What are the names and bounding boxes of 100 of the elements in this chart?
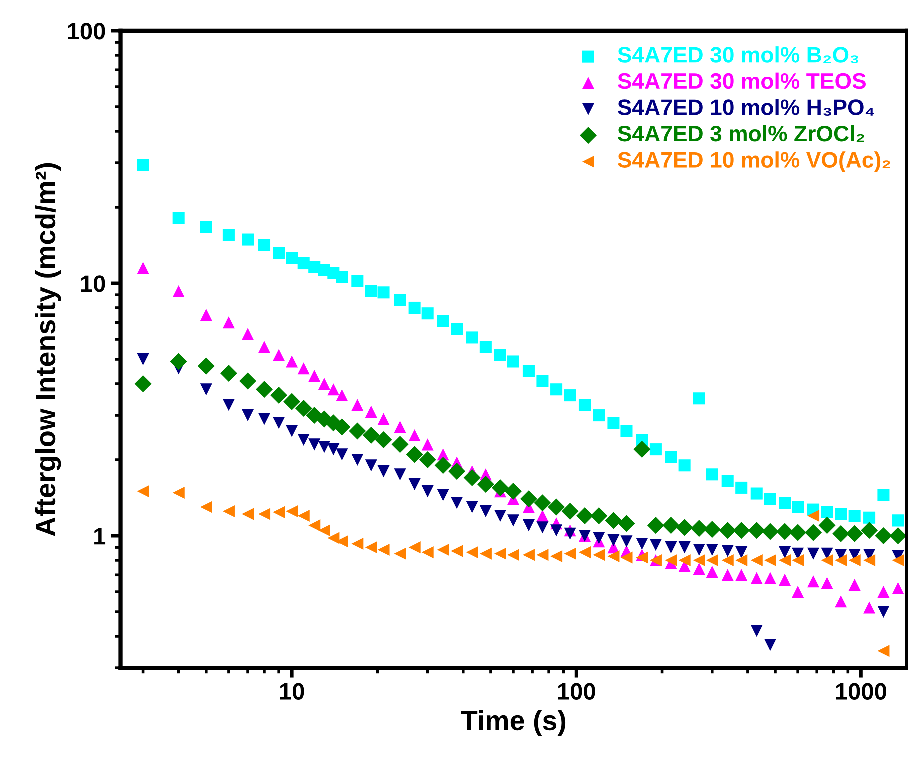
point <box>792 501 804 514</box>
x-tick-label: 100 <box>558 683 596 700</box>
point <box>706 544 718 556</box>
point <box>494 510 506 522</box>
point <box>650 539 662 552</box>
point <box>365 460 378 472</box>
point <box>406 446 424 464</box>
point <box>706 468 718 481</box>
point <box>451 497 464 510</box>
point <box>676 519 694 536</box>
point <box>750 572 763 584</box>
point <box>848 510 861 522</box>
point <box>507 356 520 368</box>
point <box>336 390 348 402</box>
point <box>466 501 478 514</box>
point <box>722 475 734 488</box>
point <box>764 554 776 567</box>
point <box>620 425 633 438</box>
point <box>792 554 804 567</box>
point <box>352 399 364 412</box>
point <box>422 486 434 498</box>
x-tick-label: 1000 <box>836 683 886 700</box>
point <box>394 421 406 434</box>
point <box>750 554 763 567</box>
point <box>576 508 594 525</box>
x-tick-label: 10 <box>280 683 304 700</box>
point <box>352 275 364 288</box>
y-axis-title: Afterglow Intensity (mcd/m²) <box>35 163 62 536</box>
point <box>534 494 552 512</box>
point <box>422 438 434 451</box>
point <box>434 457 452 474</box>
point <box>620 536 633 548</box>
point <box>352 538 364 550</box>
legend-label: S4A7ED 30 mol% TEOS <box>618 72 866 90</box>
legend-label: S4A7ED 30 mol% B₂O₃ <box>618 46 859 64</box>
legend-label: S4A7ED 3 mol% ZrOCl₂ <box>618 125 864 142</box>
legend-label: S4A7ED 10 mol% H₃PO₄ <box>618 99 874 116</box>
point <box>864 602 876 614</box>
point <box>647 517 664 534</box>
point <box>477 476 494 493</box>
y-tick-label: 1 <box>94 528 106 545</box>
point <box>678 460 691 472</box>
point <box>593 549 606 562</box>
point <box>578 399 591 412</box>
point <box>464 469 481 486</box>
legend-label: S4A7ED 10 mol% VO(Ac)₂ <box>618 152 890 172</box>
point <box>665 554 678 567</box>
point <box>352 454 364 466</box>
point <box>522 549 535 562</box>
point <box>750 488 763 500</box>
point <box>878 645 890 658</box>
point <box>336 448 348 461</box>
point <box>408 542 421 554</box>
point <box>564 548 576 560</box>
point <box>733 522 750 540</box>
point <box>878 489 890 502</box>
point <box>835 508 848 520</box>
point <box>706 554 718 567</box>
point <box>722 554 734 567</box>
point <box>890 528 907 545</box>
point <box>536 549 549 562</box>
x-axis-title: Time (s) <box>461 710 566 736</box>
point <box>550 384 563 396</box>
point <box>593 532 606 544</box>
point <box>693 544 706 556</box>
point <box>394 548 406 560</box>
point <box>548 498 566 516</box>
point <box>536 510 549 522</box>
point <box>437 544 450 556</box>
point <box>536 522 549 534</box>
point <box>736 554 748 567</box>
point <box>408 302 421 314</box>
point <box>605 512 622 530</box>
point <box>419 452 436 469</box>
point <box>878 606 890 618</box>
point <box>848 554 861 567</box>
point <box>750 625 763 638</box>
point <box>678 554 691 567</box>
point <box>706 566 718 578</box>
point <box>550 524 563 537</box>
point <box>536 375 549 388</box>
point <box>736 569 748 582</box>
point <box>848 578 861 591</box>
point <box>779 574 792 586</box>
y-tick-label: 100 <box>68 23 106 40</box>
point <box>365 542 378 554</box>
point <box>578 546 591 559</box>
point <box>608 417 620 430</box>
point <box>722 569 734 582</box>
point <box>736 482 748 494</box>
point <box>392 436 409 454</box>
point <box>480 506 492 518</box>
point <box>394 468 406 481</box>
point <box>719 522 736 540</box>
point <box>690 520 708 538</box>
point <box>507 514 520 527</box>
point <box>764 493 776 506</box>
point <box>805 524 822 542</box>
point <box>864 512 876 524</box>
point <box>522 365 535 378</box>
